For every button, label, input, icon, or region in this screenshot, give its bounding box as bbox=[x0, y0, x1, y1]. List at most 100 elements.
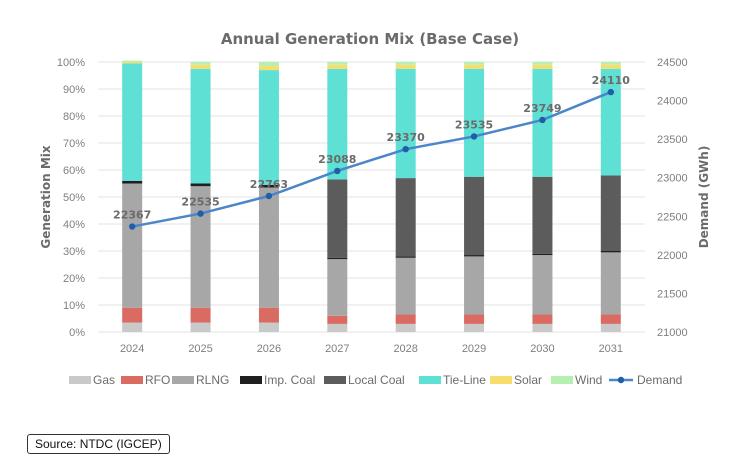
x-tick-label: 2029 bbox=[462, 343, 486, 355]
demand-data-label: 22535 bbox=[181, 196, 219, 209]
bar-segment bbox=[122, 62, 143, 64]
legend-swatch bbox=[240, 376, 262, 384]
legend-label: Wind bbox=[575, 373, 602, 387]
bar-segment bbox=[122, 63, 143, 181]
bar-segment bbox=[327, 179, 348, 258]
y-tick-label: 20% bbox=[63, 273, 85, 285]
demand-data-label: 23535 bbox=[455, 118, 493, 131]
legend-label: Solar bbox=[514, 373, 542, 387]
bar-segment bbox=[258, 184, 279, 188]
demand-point bbox=[265, 192, 273, 200]
bar-segment bbox=[532, 253, 553, 256]
bar-segment bbox=[258, 307, 279, 323]
legend-demand-marker bbox=[617, 376, 625, 384]
bar-segment bbox=[122, 322, 143, 332]
legend-swatch bbox=[419, 376, 441, 384]
bar-segment bbox=[395, 62, 416, 65]
y2-axis-label: Demand (GWh) bbox=[697, 146, 711, 249]
bar-segment bbox=[532, 255, 553, 315]
bar-segment bbox=[600, 323, 621, 332]
bar-segment bbox=[258, 187, 279, 308]
bar-segment bbox=[395, 64, 416, 69]
bar-segment bbox=[327, 323, 348, 332]
x-tick-label: 2028 bbox=[393, 343, 417, 355]
bar-segment bbox=[600, 252, 621, 315]
legend-swatch bbox=[490, 376, 512, 384]
y2-tick-label: 22500 bbox=[657, 211, 688, 223]
y-axis-ticks: 0% 10% 20% 30% 40% 50% 60% 70% 80% 90% 100% bbox=[57, 57, 85, 339]
bar-segment bbox=[190, 307, 211, 323]
bar-segment bbox=[464, 68, 485, 177]
bar-segment bbox=[190, 186, 211, 308]
bar-segment bbox=[122, 60, 143, 62]
legend-label: Local Coal bbox=[348, 373, 405, 387]
bar-segment bbox=[122, 307, 143, 323]
bar-segment bbox=[190, 183, 211, 187]
legend-label: Tie-Line bbox=[443, 373, 486, 387]
source-note: Source: NTDC (IGCEP) bbox=[27, 434, 170, 454]
x-tick-label: 2024 bbox=[120, 343, 144, 355]
y2-tick-label: 23500 bbox=[657, 134, 688, 146]
bar-segment bbox=[190, 68, 211, 184]
bar-segment bbox=[190, 64, 211, 69]
y-tick-label: 60% bbox=[63, 165, 85, 177]
gridlines bbox=[98, 61, 645, 333]
bar-segment bbox=[464, 255, 485, 257]
bar-segment bbox=[600, 62, 621, 65]
bar-segment bbox=[258, 322, 279, 332]
y-tick-label: 10% bbox=[63, 300, 85, 312]
demand-data-label: 23749 bbox=[523, 102, 561, 115]
bar-segment bbox=[258, 66, 279, 71]
legend-swatch bbox=[121, 376, 143, 384]
x-tick-label: 2026 bbox=[257, 343, 281, 355]
bar-segment bbox=[532, 314, 553, 324]
bar-segment bbox=[327, 68, 348, 180]
y-tick-label: 70% bbox=[63, 138, 85, 150]
demand-point bbox=[607, 88, 615, 96]
demand-data-label: 23370 bbox=[387, 131, 426, 144]
bar-segment bbox=[464, 256, 485, 315]
bar-segment bbox=[122, 180, 143, 184]
demand-line bbox=[128, 88, 615, 230]
legend-label: RFO bbox=[145, 373, 170, 387]
bar-segment bbox=[532, 64, 553, 69]
x-tick-label: 2031 bbox=[599, 343, 623, 355]
y2-tick-label: 24000 bbox=[657, 96, 688, 108]
bar-segment bbox=[532, 62, 553, 65]
bar-segment bbox=[464, 62, 485, 65]
bar-segment bbox=[395, 256, 416, 258]
demand-line-path bbox=[131, 90, 612, 228]
y-tick-label: 30% bbox=[63, 246, 85, 258]
y-axis-label: Generation Mix bbox=[39, 145, 53, 249]
y-tick-label: 50% bbox=[63, 192, 85, 204]
bar-segment bbox=[532, 176, 553, 254]
bar-segment bbox=[395, 314, 416, 324]
y-tick-label: 80% bbox=[63, 111, 85, 123]
bar-segment bbox=[395, 68, 416, 179]
legend-label: Demand bbox=[637, 373, 682, 387]
bar-segment bbox=[464, 64, 485, 69]
demand-data-label: 22367 bbox=[113, 209, 151, 222]
y2-tick-label: 23000 bbox=[657, 173, 688, 185]
x-tick-label: 2027 bbox=[325, 343, 349, 355]
stacked-bars bbox=[122, 60, 621, 332]
bar-segment bbox=[327, 257, 348, 260]
bar-segment bbox=[258, 70, 279, 185]
demand-point bbox=[128, 223, 136, 230]
y-tick-label: 0% bbox=[69, 327, 85, 339]
demand-data-label: 23088 bbox=[318, 153, 356, 166]
bar-segment bbox=[600, 175, 621, 251]
legend: Gas RFO RLNG Imp. Coal Local Coal Tie-Line Sol… bbox=[69, 373, 682, 387]
bar-segment bbox=[190, 322, 211, 332]
y2-axis-ticks: 21000 21500 22000 22500 23000 23500 24000 24500 bbox=[657, 57, 688, 339]
legend-swatch bbox=[551, 376, 573, 384]
x-axis-ticks: 2024 2025 2026 2027 2028 2029 2030 2031 bbox=[120, 343, 623, 355]
demand-point bbox=[197, 210, 204, 217]
x-tick-label: 2025 bbox=[188, 343, 212, 355]
legend-swatch bbox=[69, 376, 91, 384]
y-tick-label: 100% bbox=[57, 57, 85, 69]
bar-segment bbox=[327, 62, 348, 65]
bar-segment bbox=[600, 314, 621, 324]
chart-title: Annual Generation Mix (Base Case) bbox=[221, 30, 519, 48]
bar-segment bbox=[600, 251, 621, 253]
